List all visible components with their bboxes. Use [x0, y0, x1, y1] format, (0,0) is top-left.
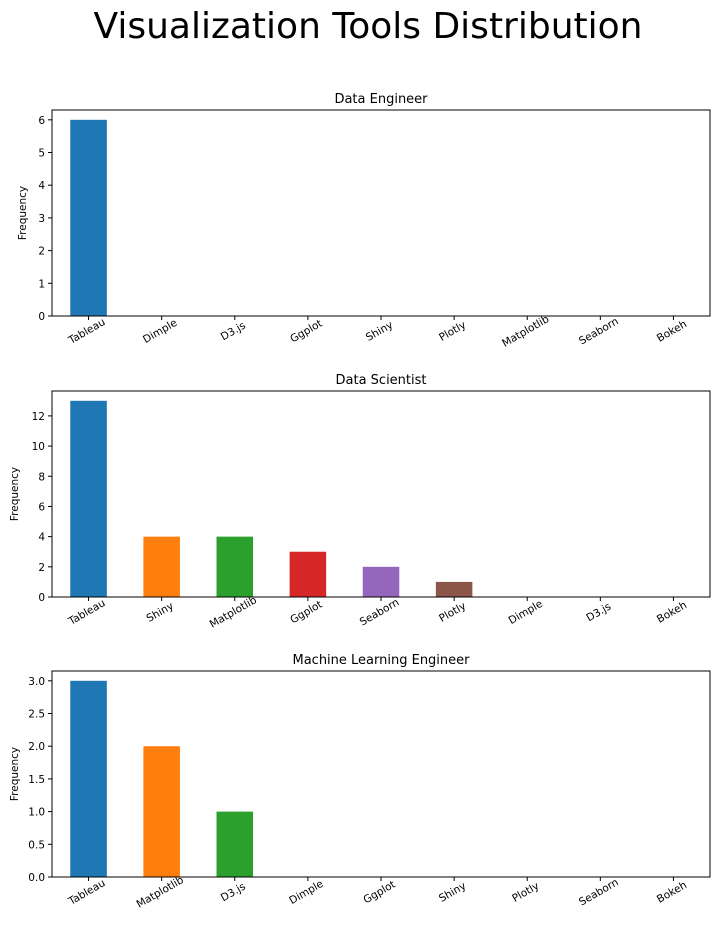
y-tick-label: 3.0 [28, 676, 45, 688]
x-tick-label: D3.js [584, 601, 613, 625]
y-tick-label: 10 [32, 441, 45, 453]
figure-title: Visualization Tools Distribution [94, 6, 643, 47]
x-tick-label: Seaborn [577, 876, 621, 908]
x-tick-label: Matplotlib [135, 874, 187, 911]
y-tick-label: 0.5 [28, 839, 45, 851]
x-tick-label: Bokeh [655, 599, 689, 626]
subplot-2: Data Scientist 0 2 4 6 8 10 12 Tableau Shiny Matpl… [9, 373, 711, 631]
x-tick-label: Shiny [145, 600, 176, 625]
watermark: 云栖社区 yq.aliyun.com [493, 919, 720, 943]
x-tick-label: Matplotlib [208, 594, 260, 631]
subplot-1: Data Engineer 0 1 2 3 4 5 6 Tableau Dimple D3.js Gg… [17, 92, 711, 350]
bar-ggplot [289, 551, 327, 597]
bar-tableau [70, 400, 107, 597]
x-tick-label: Tableau [66, 597, 108, 628]
x-tick-label: Dimple [507, 598, 545, 627]
x-tick-label: Ggplot [288, 317, 324, 345]
y-tick-label: 0 [38, 311, 45, 323]
x-tick-label: Tableau [66, 877, 108, 908]
y-tick-label: 2.5 [28, 709, 45, 721]
x-tick-label: Plotly [437, 600, 468, 625]
y-tick-label: 12 [32, 411, 45, 423]
y-tick-label: 6 [38, 501, 45, 513]
y-tick-label: 1.5 [28, 774, 45, 786]
x-tick-label: Plotly [437, 319, 468, 344]
y-tick-label: 1 [38, 278, 45, 290]
bar-matplotlib [216, 536, 254, 597]
bar-matplotlib [143, 746, 180, 877]
axes-frame [51, 109, 711, 317]
bar-shiny [143, 536, 180, 597]
bar-tableau [70, 680, 107, 877]
y-axis-label: Frequency [17, 186, 29, 240]
y-axis-label: Frequency [9, 747, 21, 801]
x-tick-label: Ggplot [288, 598, 324, 626]
y-tick-label: 0 [38, 592, 45, 604]
y-tick-label: 3 [38, 213, 45, 225]
x-tick-label: Matplotlib [500, 313, 552, 350]
y-tick-label: 4 [38, 180, 45, 192]
x-tick-label: Plotly [510, 880, 541, 905]
y-tick-label: 8 [38, 471, 45, 483]
y-tick-label: 2 [38, 562, 45, 574]
x-tick-label: Tableau [66, 316, 108, 347]
x-tick-label: Shiny [364, 319, 395, 344]
y-tick-label: 5 [38, 148, 45, 160]
x-tick-label: Shiny [437, 880, 468, 905]
bar-d3-js [216, 811, 254, 877]
y-tick-label: 2.0 [28, 741, 45, 753]
y-tick-label: 4 [38, 532, 45, 544]
bar-seaborn [362, 566, 400, 597]
bar-plotly [435, 581, 473, 597]
x-tick-label: Bokeh [655, 318, 689, 345]
y-tick-label: 1.0 [28, 807, 45, 819]
subplot-title: Data Engineer [334, 92, 428, 107]
x-tick-label: D3.js [219, 881, 248, 905]
subplot-title: Machine Learning Engineer [292, 653, 470, 668]
y-tick-label: 6 [38, 115, 45, 127]
x-tick-label: D3.js [219, 320, 248, 344]
x-tick-label: Seaborn [577, 315, 621, 347]
subplot-title: Data Scientist [336, 373, 427, 388]
subplot-3: Machine Learning Engineer 0.0 0.5 1.0 1.5 2.0… [9, 653, 711, 911]
bar-tableau [70, 119, 107, 316]
x-tick-label: Dimple [287, 878, 325, 907]
x-tick-label: Dimple [141, 317, 179, 346]
y-tick-label: 2 [38, 246, 45, 258]
y-tick-label: 0.0 [28, 872, 45, 884]
x-tick-label: Bokeh [655, 879, 689, 906]
x-tick-label: Seaborn [358, 596, 402, 628]
x-tick-label: Ggplot [361, 878, 397, 906]
y-axis-label: Frequency [9, 467, 21, 521]
